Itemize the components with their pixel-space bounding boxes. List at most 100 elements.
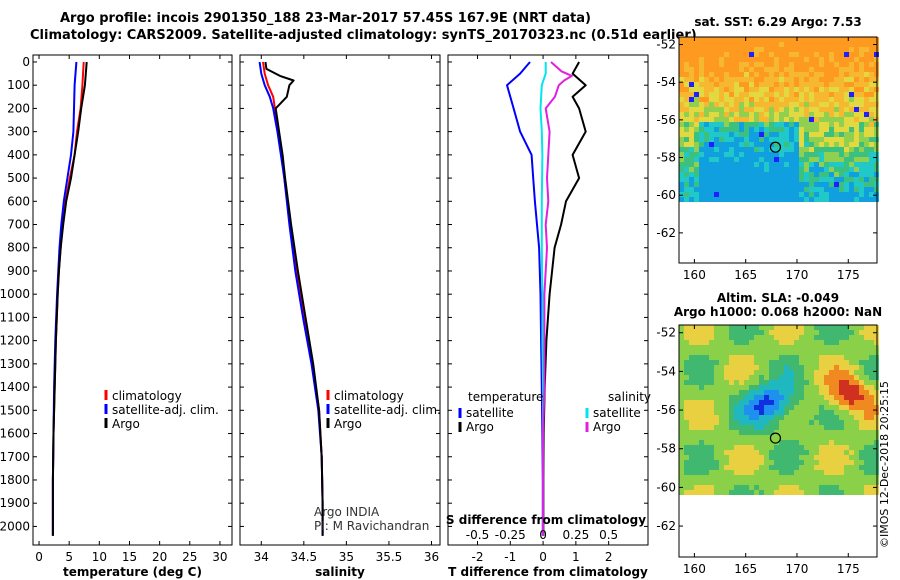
map-cell — [684, 340, 689, 345]
map-cell — [804, 182, 809, 187]
map-cell — [834, 137, 839, 142]
map-cell — [839, 97, 844, 102]
map-cell — [679, 142, 684, 147]
map-cell — [719, 117, 724, 122]
map-cell — [729, 380, 734, 385]
map-cell — [714, 345, 719, 350]
map-cell — [814, 172, 819, 177]
map-cell — [709, 405, 714, 410]
map-cell — [764, 42, 769, 47]
map-cell — [724, 330, 729, 335]
map-cell — [829, 335, 834, 340]
map-cell — [789, 480, 794, 485]
map-cell — [689, 350, 694, 355]
map-cell — [759, 107, 764, 112]
map-cell — [744, 350, 749, 355]
map-cell — [864, 375, 869, 380]
map-cell — [694, 147, 699, 152]
map-cell — [764, 475, 769, 480]
map-cell — [794, 425, 799, 430]
map-cell — [719, 132, 724, 137]
map-cell — [779, 147, 784, 152]
map-cell — [699, 350, 704, 355]
map-cell — [694, 355, 699, 360]
map-cell — [784, 152, 789, 157]
map-cell — [869, 117, 874, 122]
map-cell — [714, 425, 719, 430]
map-cell — [839, 405, 844, 410]
map-cell — [824, 152, 829, 157]
map-cell — [839, 335, 844, 340]
map-cell — [764, 72, 769, 77]
map-cell — [859, 187, 864, 192]
map-cell — [829, 147, 834, 152]
argo-position-marker — [769, 141, 782, 153]
map-cell — [774, 480, 779, 485]
map-cell — [769, 42, 774, 47]
map-cell — [779, 187, 784, 192]
map-cell — [749, 355, 754, 360]
map-cell — [689, 475, 694, 480]
map-cell — [854, 445, 859, 450]
map-cell — [769, 127, 774, 132]
map-cell — [784, 325, 789, 330]
map-cell — [754, 410, 759, 415]
x-tick-label: 35.5 — [376, 550, 403, 564]
map-cell — [809, 177, 814, 182]
map-cell — [784, 102, 789, 107]
map-cell — [869, 410, 874, 415]
map-cell — [814, 365, 819, 370]
map-cell — [869, 67, 874, 72]
map-cell — [844, 37, 849, 42]
map-cell — [729, 485, 734, 490]
map-cell — [739, 400, 744, 405]
map-cell — [709, 112, 714, 117]
map-cell — [719, 430, 724, 435]
map-cell — [864, 72, 869, 77]
map-cell — [759, 325, 764, 330]
map-cell — [764, 435, 769, 440]
map-cell — [699, 72, 704, 77]
map-cell — [869, 420, 874, 425]
map-cell — [719, 375, 724, 380]
map-cell — [814, 360, 819, 365]
map-cell — [704, 102, 709, 107]
map-cell — [869, 365, 874, 370]
map-cell — [799, 62, 804, 67]
map-cell — [839, 425, 844, 430]
legend-label: Argo — [112, 417, 140, 431]
title-line-1: Argo profile: incois 2901350_188 23-Mar-… — [60, 11, 591, 26]
map-cell — [779, 182, 784, 187]
map-cell — [814, 132, 819, 137]
map-cell — [749, 330, 754, 335]
map-cell — [764, 77, 769, 82]
map-cell — [739, 465, 744, 470]
map-cell — [774, 400, 779, 405]
map-cell — [739, 77, 744, 82]
map-cell — [759, 435, 764, 440]
map-cell — [719, 92, 724, 97]
map-cell — [729, 187, 734, 192]
map-cell — [839, 87, 844, 92]
map-cell — [869, 405, 874, 410]
map-cell — [854, 375, 859, 380]
map-cell — [729, 177, 734, 182]
map-cell — [804, 390, 809, 395]
map-cell — [859, 97, 864, 102]
map-cell — [784, 465, 789, 470]
map-cell — [794, 440, 799, 445]
map-cell — [684, 350, 689, 355]
map-cell — [754, 107, 759, 112]
map-cell — [694, 92, 699, 97]
map-cell — [774, 42, 779, 47]
map-cell — [829, 42, 834, 47]
map-cell — [734, 82, 739, 87]
map-cell — [844, 415, 849, 420]
map-cell — [694, 475, 699, 480]
map-cell — [844, 112, 849, 117]
map-cell — [719, 37, 724, 42]
map-cell — [679, 197, 684, 202]
map-cell — [779, 410, 784, 415]
map-cell — [679, 400, 684, 405]
map-cell — [829, 37, 834, 42]
